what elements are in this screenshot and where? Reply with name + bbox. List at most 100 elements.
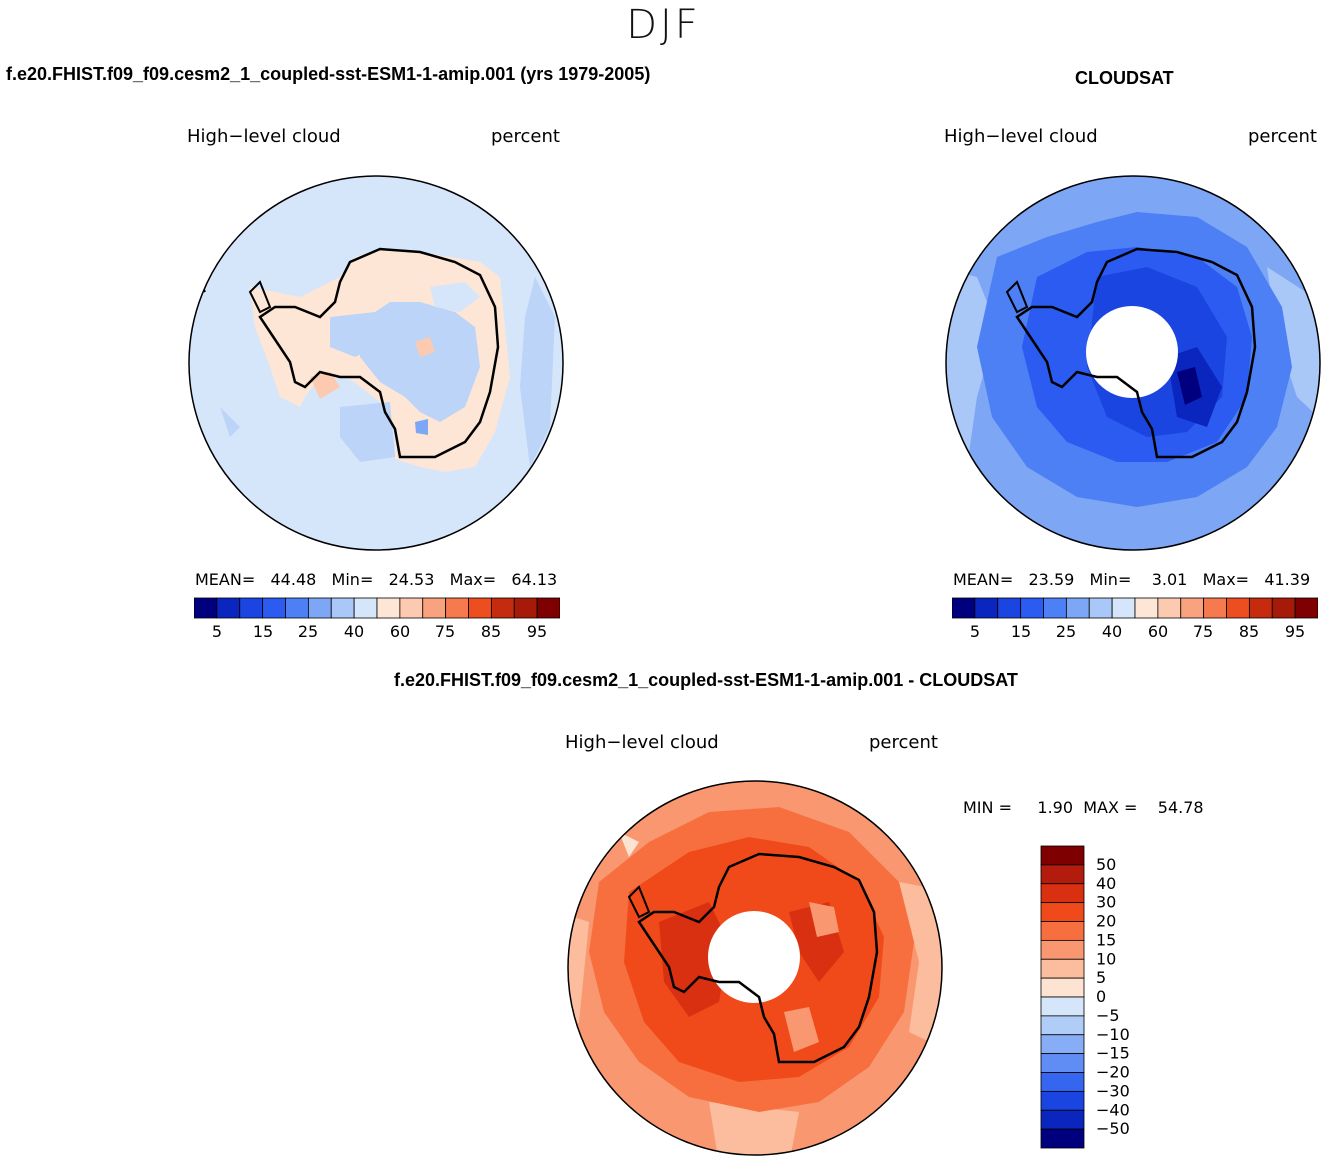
panel2-variable-label: High−level cloud [944,126,1098,147]
panel3-map-border [567,780,943,1156]
panel1-colorbar-ticks: 5 15 25 40 60 75 85 95 [194,622,560,644]
panel3-stats: MIN = 1.90 MAX = 54.78 [963,798,1204,817]
panel3-field-contour [709,1102,799,1155]
panel1-colorbar [194,597,560,619]
panel2-map-border [945,175,1321,551]
panel1-stats: MEAN= 44.48 Min= 24.53 Max= 64.13 [195,570,558,589]
panel2-colorbar-tick: 85 [1238,622,1260,641]
panel3-field-contour [619,832,639,857]
colorbar-tick-label: 30 [1096,893,1116,912]
colorbar-swatch [353,597,378,619]
season-title: DJF [626,2,701,48]
colorbar-swatch [997,597,1022,619]
colorbar-swatch [1040,902,1085,922]
colorbar-swatch [376,597,401,619]
panel1-units-label: percent [491,126,560,147]
colorbar-swatch [1226,597,1250,619]
panel1-colorbar-tick: 40 [343,622,365,641]
colorbar-tick-label: 10 [1096,949,1116,968]
panel2-colorbar [952,597,1318,619]
colorbar-swatch [399,597,424,619]
colorbar-tick-label: −5 [1096,1006,1120,1025]
colorbar-swatch [1294,597,1318,619]
colorbar-swatch [422,597,447,619]
colorbar-swatch [1040,958,1085,979]
panel1-variable-label: High−level cloud [187,126,341,147]
panel2-units-label: percent [1248,126,1317,147]
panel1-peninsula-coast [248,280,272,314]
panel3-units-label: percent [869,732,938,753]
panel3-field-contour [568,912,589,1042]
panel2-case-title: CLOUDSAT [1075,68,1174,88]
colorbar-swatch [1040,1109,1085,1130]
panel1-colorbar-tick: 60 [389,622,411,641]
colorbar-swatch [1040,977,1085,998]
panel2-coastline [1015,247,1257,459]
colorbar-swatch [1157,597,1182,619]
panel2-peninsula-coast [1005,280,1029,314]
colorbar-swatch [1040,1053,1085,1073]
colorbar-tick-label: 15 [1096,930,1116,949]
colorbar-swatch [1203,597,1227,619]
colorbar-swatch [974,597,999,619]
panel1-field-contour [310,372,340,399]
panel1-coastline [258,247,500,459]
panel2-colorbar-ticks: 5 15 25 40 60 75 85 95 [952,622,1318,644]
panel2-colorbar-tick: 60 [1147,622,1169,641]
panel2-colorbar-tick: 25 [1055,622,1077,641]
panel3-peninsula-coast [627,885,651,919]
colorbar-swatch [1040,1090,1085,1111]
colorbar-swatch [1043,597,1067,619]
colorbar-swatch [216,597,241,619]
panel1-field-contour [220,407,240,437]
colorbar-tick-label: 5 [1096,968,1106,987]
colorbar-tick-label: 40 [1096,874,1116,893]
panel1-polar-map [188,175,564,551]
colorbar-swatch [490,597,515,619]
panel2-polar-map [945,175,1321,551]
panel1-field-contour [340,402,395,462]
panel3-variable-label: High−level cloud [565,732,719,753]
colorbar-swatch [1088,597,1113,619]
panel2-colorbar-tick: 40 [1101,622,1123,641]
panel1-map-border [188,175,564,551]
colorbar-swatch [1248,597,1273,619]
panel2-colorbar-tick: 15 [1010,622,1032,641]
panel1-field-contour [520,277,555,467]
colorbar-swatch [1271,597,1296,619]
colorbar-swatch [445,597,469,619]
panel3-coastline [637,852,879,1064]
panel1-field-contour [415,337,435,357]
colorbar-tick-label: −40 [1096,1100,1130,1119]
colorbar-swatch [1040,921,1085,941]
colorbar-swatch [1180,597,1205,619]
colorbar-swatch [1040,845,1085,866]
panel1-colorbar-tick: 85 [480,622,502,641]
colorbar-swatch [239,597,264,619]
colorbar-swatch [285,597,309,619]
colorbar-swatch [952,597,976,619]
colorbar-tick-label: 20 [1096,912,1116,931]
panel2-colorbar-tick: 95 [1284,622,1306,641]
colorbar-swatch [1040,1034,1085,1055]
colorbar-swatch [1040,864,1085,885]
colorbar-tick-label: 50 [1096,855,1116,874]
panel1-case-title: f.e20.FHIST.f09_f09.cesm2_1_coupled-sst-… [6,64,651,84]
colorbar-swatch [1134,597,1159,619]
colorbar-swatch [1040,939,1085,960]
panel1-colorbar-tick: 95 [526,622,548,641]
panel1-colorbar-tick: 75 [434,622,456,641]
panel2-missing-data-hole [1086,306,1178,398]
panel3-field-contour [809,902,839,937]
colorbar-swatch [1040,1072,1085,1092]
colorbar-swatch [1065,597,1090,619]
panel2-colorbar-tick: 75 [1192,622,1214,641]
colorbar-swatch [330,597,355,619]
colorbar-swatch [1020,597,1044,619]
panel1-colorbar-tick: 5 [211,622,223,641]
colorbar-swatch [513,597,538,619]
colorbar-tick-label: −15 [1096,1044,1130,1063]
colorbar-swatch [468,597,492,619]
colorbar-swatch [536,597,560,619]
